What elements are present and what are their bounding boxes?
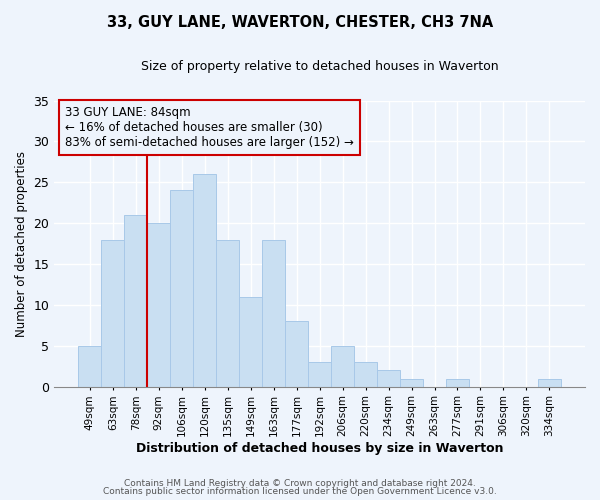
Bar: [216, 240, 239, 386]
Bar: [538, 378, 561, 386]
Bar: [124, 215, 148, 386]
Text: Contains HM Land Registry data © Crown copyright and database right 2024.: Contains HM Land Registry data © Crown c…: [124, 478, 476, 488]
Bar: [285, 322, 308, 386]
X-axis label: Distribution of detached houses by size in Waverton: Distribution of detached houses by size …: [136, 442, 503, 455]
Bar: [79, 346, 101, 387]
Bar: [354, 362, 377, 386]
Y-axis label: Number of detached properties: Number of detached properties: [15, 150, 28, 336]
Bar: [193, 174, 216, 386]
Bar: [262, 240, 285, 386]
Text: 33 GUY LANE: 84sqm
← 16% of detached houses are smaller (30)
83% of semi-detache: 33 GUY LANE: 84sqm ← 16% of detached hou…: [65, 106, 354, 150]
Bar: [239, 297, 262, 386]
Bar: [400, 378, 423, 386]
Bar: [331, 346, 354, 387]
Bar: [101, 240, 124, 386]
Title: Size of property relative to detached houses in Waverton: Size of property relative to detached ho…: [141, 60, 499, 73]
Bar: [170, 190, 193, 386]
Bar: [308, 362, 331, 386]
Bar: [446, 378, 469, 386]
Bar: [377, 370, 400, 386]
Bar: [148, 223, 170, 386]
Text: Contains public sector information licensed under the Open Government Licence v3: Contains public sector information licen…: [103, 487, 497, 496]
Text: 33, GUY LANE, WAVERTON, CHESTER, CH3 7NA: 33, GUY LANE, WAVERTON, CHESTER, CH3 7NA: [107, 15, 493, 30]
